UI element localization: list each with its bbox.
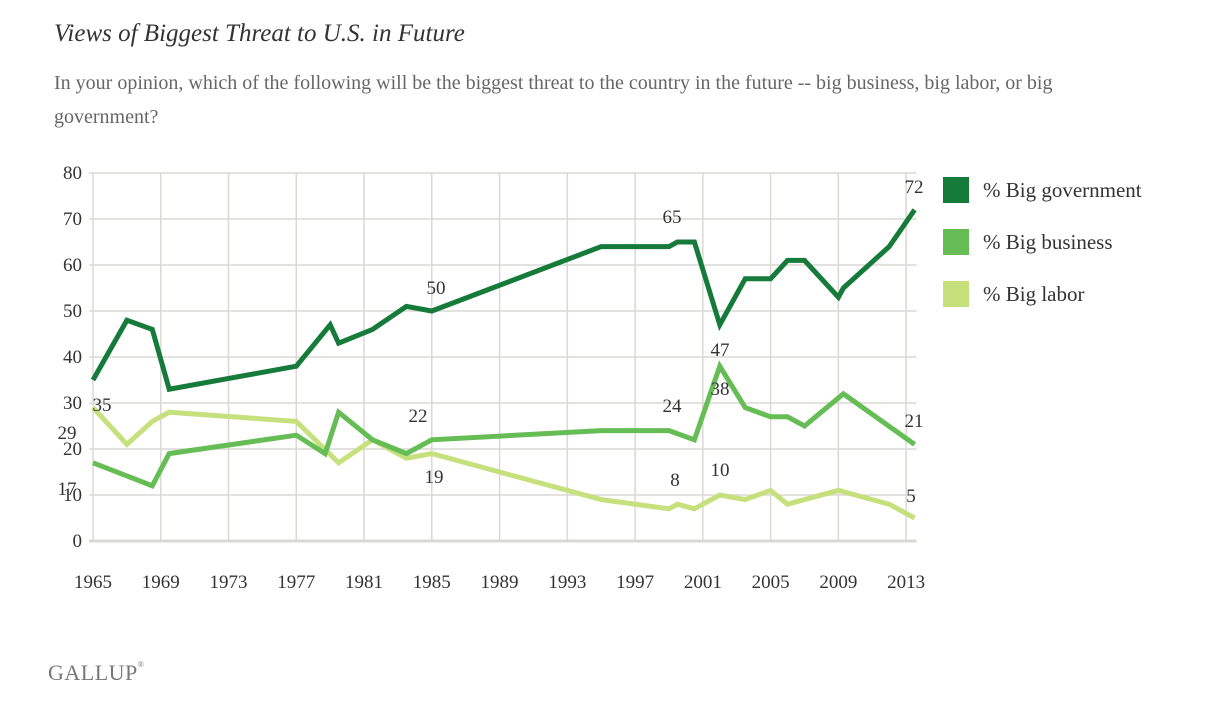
data-label-government: 72: [905, 177, 924, 198]
series-lines: [90, 208, 917, 521]
x-tick-label: 1969: [142, 572, 180, 593]
legend: % Big government % Big business % Big la…: [943, 164, 1142, 320]
x-tick-label: 2013: [887, 572, 925, 593]
gallup-logo: GALLUP®: [48, 660, 144, 686]
legend-label-labor: % Big labor: [983, 281, 1085, 306]
legend-label-business: % Big business: [983, 229, 1113, 254]
x-tick-label: 1981: [345, 572, 383, 593]
legend-swatch-labor: [943, 281, 969, 307]
series-line-labor: [91, 405, 916, 521]
series-line-business: [92, 360, 917, 489]
data-label-labor: 29: [58, 423, 77, 444]
x-tick-label: 1993: [548, 572, 586, 593]
y-tick-label: 0: [73, 531, 83, 552]
x-tick-label: 1977: [277, 572, 315, 593]
x-tick-label: 2005: [752, 572, 790, 593]
data-label-government: 47: [711, 340, 730, 361]
legend-label-government: % Big government: [983, 177, 1142, 202]
series-line-government: [90, 208, 917, 393]
data-label-business: 24: [663, 396, 683, 417]
x-tick-label: 2001: [684, 572, 722, 593]
legend-swatch-business: [943, 229, 969, 255]
x-tick-label: 1985: [413, 572, 451, 593]
grid: [89, 172, 917, 543]
y-tick-label: 10: [63, 485, 82, 506]
legend-item-labor[interactable]: % Big labor: [943, 268, 1142, 320]
x-axis-ticks: 1965 1969 1973 1977 1981 1985 1989 1993 1997 2001…: [74, 572, 925, 593]
y-tick-label: 50: [63, 301, 82, 322]
y-tick-label: 20: [63, 439, 82, 460]
data-label-business: 22: [409, 406, 428, 427]
registered-mark: ®: [137, 660, 145, 669]
legend-item-government[interactable]: % Big government: [943, 164, 1142, 216]
data-label-labor: 10: [711, 460, 730, 481]
y-axis-ticks: 0 10 20 30 40 50 60 70 80: [63, 163, 82, 552]
y-tick-label: 70: [63, 209, 82, 230]
chart-title: Views of Biggest Threat to U.S. in Futur…: [54, 20, 465, 47]
y-tick-label: 60: [63, 255, 82, 276]
data-label-labor: 5: [906, 486, 916, 507]
data-label-labor: 19: [425, 467, 444, 488]
data-labels: 35 29 17 50 22 19 65 24 8 47 38 10 72 21 5: [58, 177, 924, 507]
chart-subtitle: In your opinion, which of the following …: [54, 72, 1053, 128]
data-label-business: 17: [58, 479, 77, 500]
legend-swatch-government: [943, 177, 969, 203]
legend-item-business[interactable]: % Big business: [943, 216, 1142, 268]
data-label-labor: 8: [670, 470, 680, 491]
x-tick-label: 1989: [481, 572, 519, 593]
x-tick-label: 1965: [74, 572, 112, 593]
y-tick-label: 40: [63, 347, 82, 368]
data-label-business: 21: [905, 411, 924, 432]
x-tick-label: 1997: [616, 572, 654, 593]
x-tick-label: 1973: [210, 572, 248, 593]
data-label-business: 38: [711, 379, 730, 400]
brand-name: GALLUP: [48, 660, 138, 685]
data-label-government: 50: [427, 278, 446, 299]
y-tick-label: 80: [63, 163, 82, 184]
data-label-government: 35: [93, 395, 112, 416]
y-tick-label: 30: [63, 393, 82, 414]
data-label-government: 65: [663, 207, 682, 228]
x-tick-label: 2009: [819, 572, 857, 593]
